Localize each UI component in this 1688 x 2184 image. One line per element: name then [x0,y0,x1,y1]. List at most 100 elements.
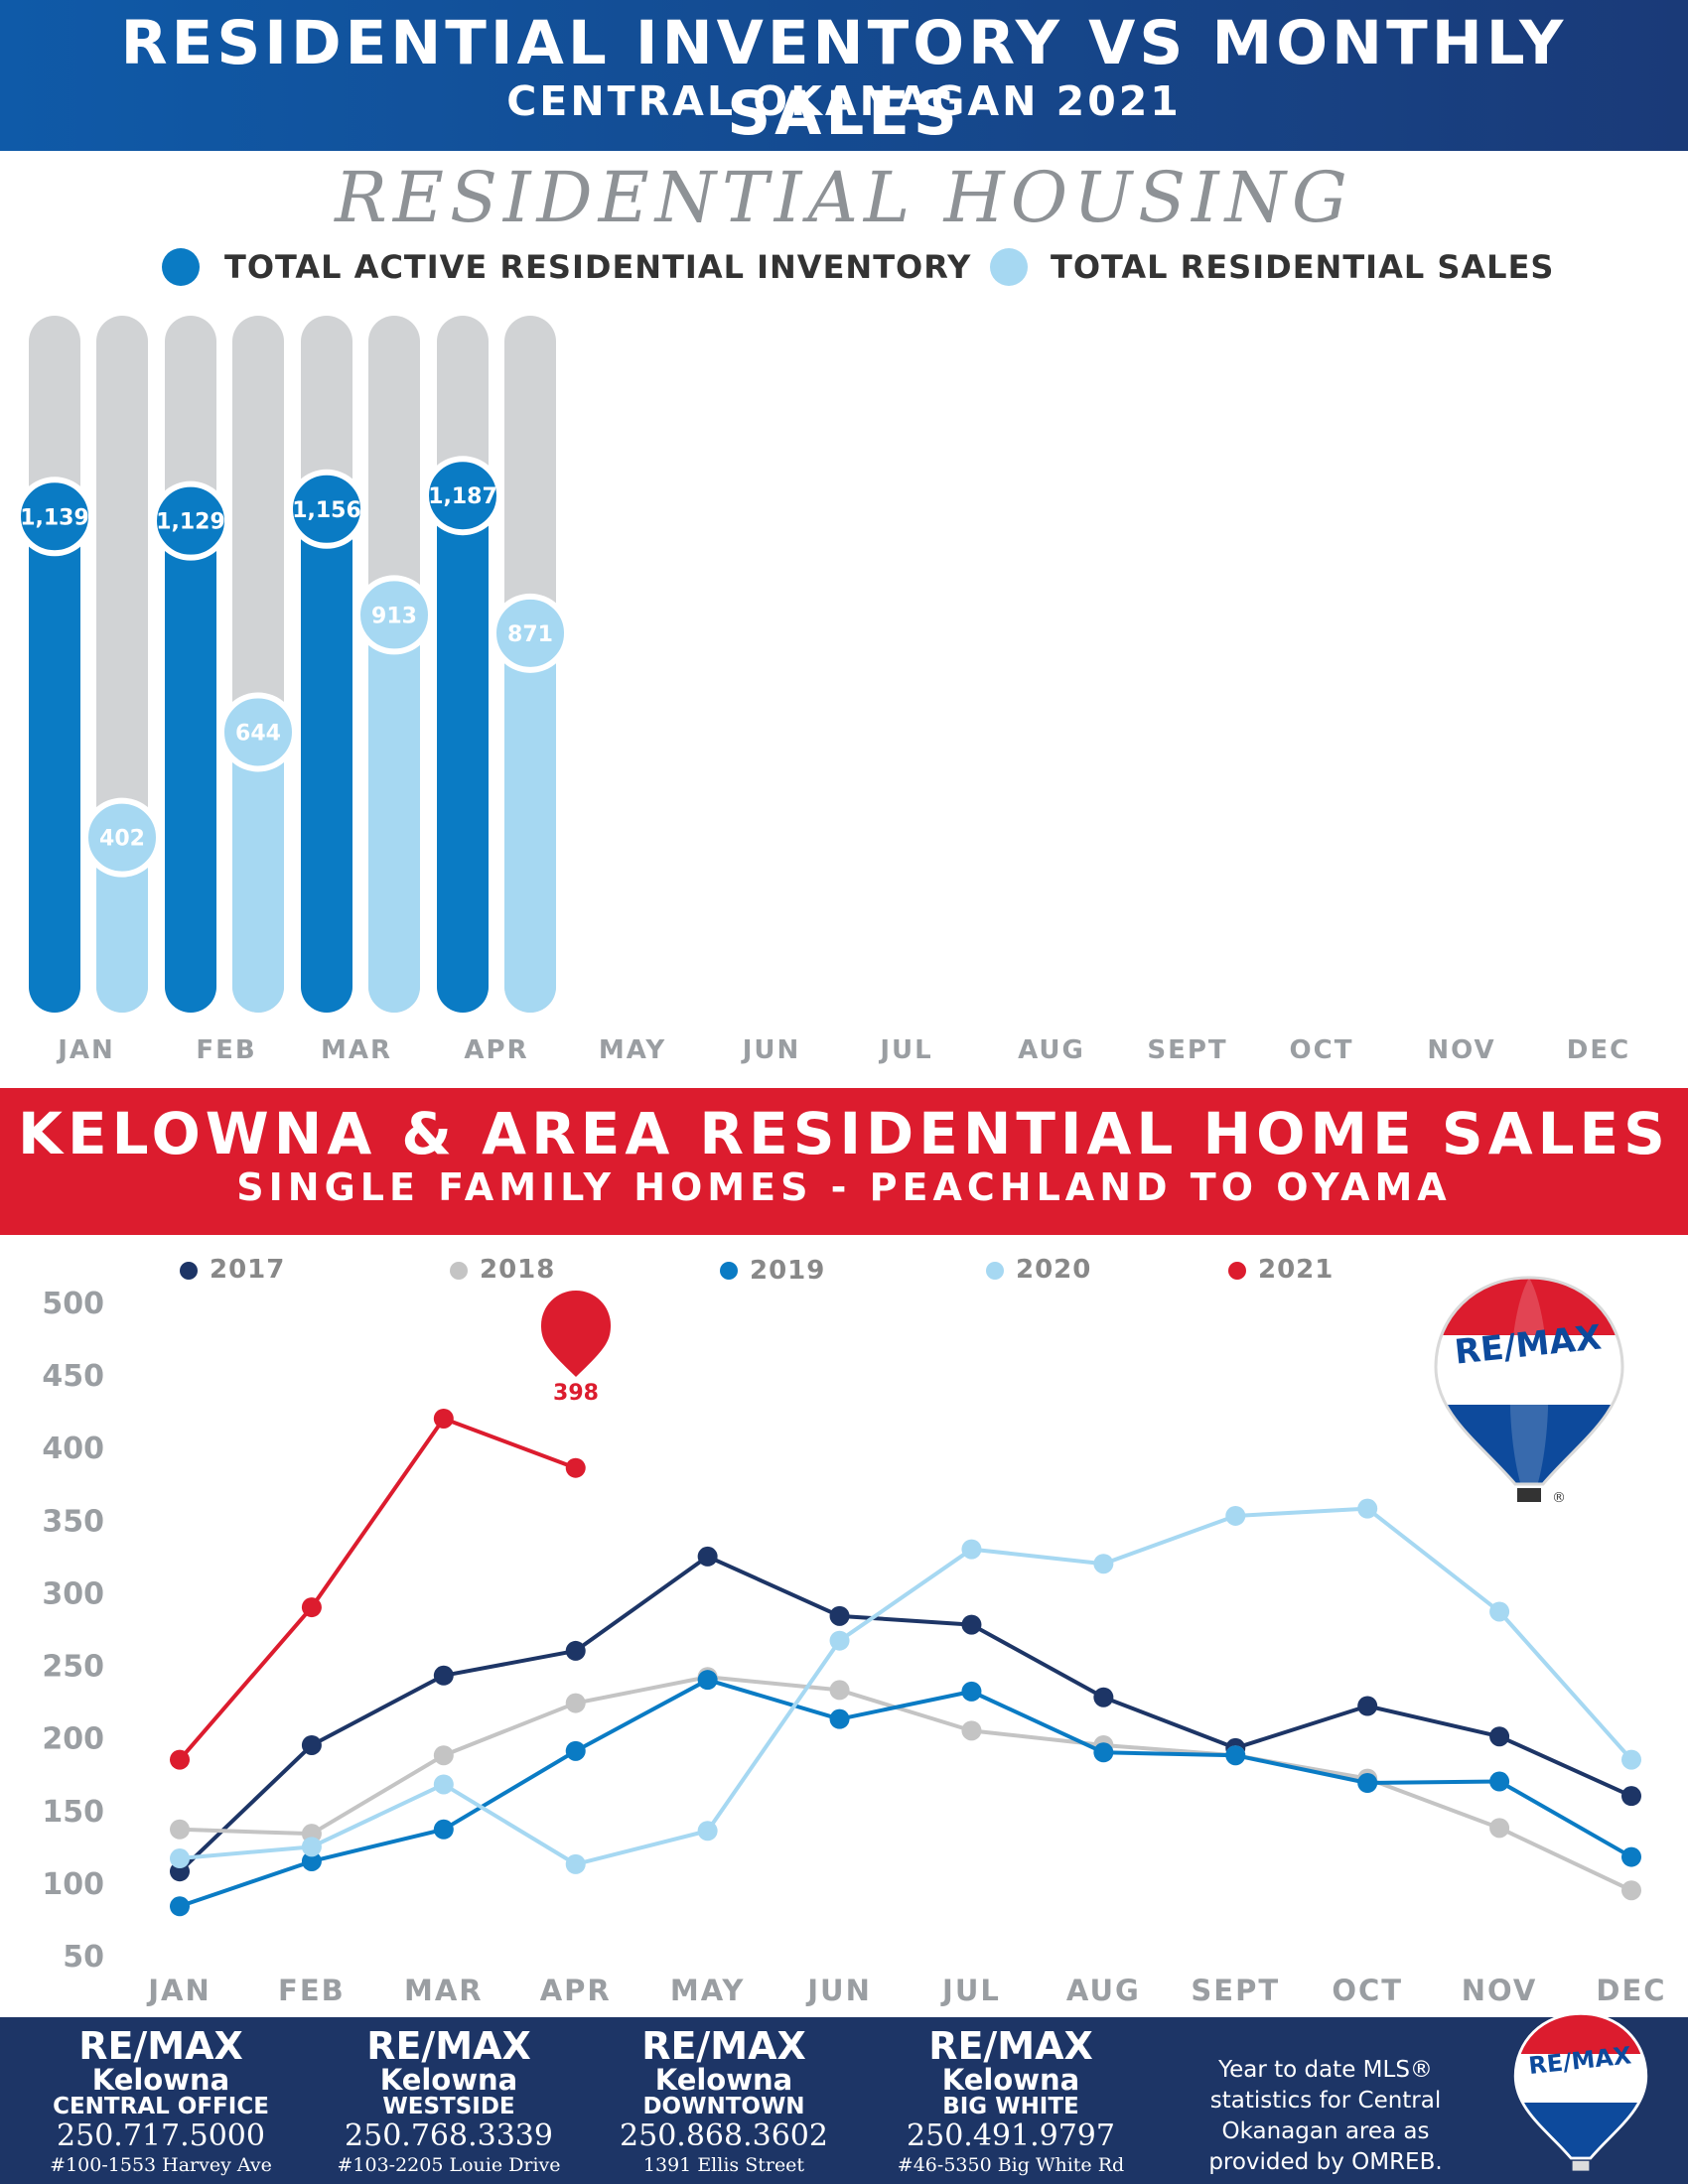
sales-value-bubble [82,797,162,878]
footer-note: Year to date MLS® statistics for Central… [1208,2057,1443,2175]
y-axis-tick-label: 150 [42,1795,104,1830]
office-city: Kelowna [941,2063,1080,2097]
office-address: 1391 Ellis Street [642,2154,805,2176]
office-city: Kelowna [379,2063,518,2097]
office-branch: WESTSIDE [382,2094,515,2119]
data-point-2020 [301,1837,322,1857]
y-axis-tick-label: 250 [42,1650,104,1685]
inventory-bar [29,516,80,1013]
page-title: RESIDENTIAL INVENTORY VS MONTHLY SALES [120,8,1568,149]
callout-pin-shape [541,1291,611,1377]
office-brand: RE/MAX [641,2024,806,2068]
home-sales-line-chart: 500 450 400 350 300 250 200 150 100 50 JAN FEB MAR A… [42,1287,1664,2007]
x-axis-month-label: JAN [56,1035,115,1065]
data-point-2019 [829,1708,850,1729]
office-branch: CENTRAL OFFICE [53,2094,269,2119]
x-axis-month-label: NOV [1462,1974,1538,2007]
inventory-value-bubble [15,477,94,557]
data-point-2017 [433,1665,454,1686]
x-axis-month-label: APR [464,1035,528,1065]
y-axis-tick-label: 400 [42,1432,104,1466]
sales-subtitle: SINGLE FAMILY HOMES - PEACHLAND TO OYAMA [236,1165,1452,1209]
office-address: #46-5350 Big White Rd [897,2154,1125,2176]
data-point-2021 [301,1597,322,1618]
legend-2020-label: 2020 [1016,1255,1092,1285]
data-point-2020 [1621,1749,1641,1770]
series-line-2018 [179,1675,1632,1893]
peak-callout [541,1291,611,1377]
data-point-2017 [1621,1786,1641,1807]
inventory-value-bubble [151,480,230,561]
office-address: #103-2205 Louie Drive [337,2154,561,2176]
remax-registered-mark: ® [1552,1490,1566,1506]
legend-2021-dot [1228,1262,1246,1280]
legend-2017-dot [180,1262,198,1280]
y-axis-tick-label: 200 [42,1722,104,1757]
office-brand: RE/MAX [366,2024,531,2068]
series-line-2019 [179,1678,1632,1909]
x-axis-month-label: MAY [670,1974,746,2007]
data-point-2018 [1489,1818,1510,1839]
legend-2017-label: 2017 [210,1255,286,1285]
data-point-2017 [829,1605,850,1626]
data-point-2020 [170,1848,190,1869]
data-point-2019 [1225,1745,1246,1766]
x-axis-month-label: JUL [940,1974,1001,2007]
series-line-2020 [179,1506,1633,1866]
office-westside: RE/MAX Kelowna WESTSIDE 250.768.3339 #10… [300,2027,598,2176]
x-axis-month-label: FEB [196,1035,256,1065]
data-point-2018 [1621,1880,1641,1901]
legend-sales-label: TOTAL RESIDENTIAL SALES [1051,248,1555,286]
inventory-value-bubble [423,456,502,536]
y-axis-tick-label: 100 [42,1867,104,1902]
y-axis-tick-label: 300 [42,1576,104,1611]
y-axis-tick-label: 350 [42,1504,104,1539]
x-axis-month-label: JUN [805,1974,872,2007]
x-axis-month-label: JAN [146,1974,211,2007]
x-axis-month-label: NOV [1427,1035,1495,1065]
office-brand: RE/MAX [78,2024,243,2068]
remax-balloon-logo: RE/MAX ® [1434,1276,1624,1506]
office-branch: DOWNTOWN [642,2094,805,2119]
data-point-2018 [961,1720,982,1741]
sales-data-label: 644 [235,721,281,746]
x-axis-month-label: APR [540,1974,612,2007]
data-point-2019 [1489,1771,1510,1792]
series-line-2017 [178,1554,1632,1873]
inventory-bar [165,520,216,1013]
data-point-2020 [433,1774,454,1795]
y-axis-tick-label: 500 [42,1287,104,1321]
data-point-2019 [301,1850,322,1871]
sales-value-bubble [218,692,298,772]
sales-data-label: 913 [371,604,417,628]
x-axis-month-label: OCT [1332,1974,1403,2007]
data-point-2020 [961,1539,982,1560]
office-phone: 250.717.5000 [57,2118,265,2153]
x-axis-month-label: JUL [878,1035,932,1065]
data-point-2019 [565,1740,586,1761]
x-axis-month-label: AUG [1018,1035,1085,1065]
x-axis-month-label: JUN [741,1035,801,1065]
data-point-2021 [565,1457,586,1478]
office-downtown: RE/MAX Kelowna DOWNTOWN 250.868.3602 139… [575,2027,873,2176]
data-point-2019 [961,1681,982,1702]
inventory-data-label: 1,129 [156,510,225,535]
inventory-data-label: 1,139 [20,505,89,530]
data-point-2018 [433,1745,454,1766]
sales-title: KELOWNA & AREA RESIDENTIAL HOME SALES [18,1100,1670,1167]
inventory-value-bubble [287,469,366,549]
x-axis-month-label: MAR [404,1974,484,2007]
legend-2019-dot [720,1262,738,1280]
data-point-2019 [1093,1742,1114,1763]
y-axis-tick-label: 50 [63,1940,104,1975]
sales-value-bubble [491,593,570,673]
office-city: Kelowna [91,2063,230,2097]
data-point-2017 [1489,1726,1510,1747]
data-point-2018 [565,1693,586,1713]
data-point-2017 [1357,1696,1378,1716]
callout-value: 398 [541,1378,611,1410]
office-big-white: RE/MAX Kelowna BIG WHITE 250.491.9797 #4… [862,2027,1160,2176]
x-axis-month-label: AUG [1066,1974,1141,2007]
inventory-sales-bar-chart: 1,139 402 1,129 644 1,156 913 1,187 871 JAN FEB M… [15,316,1628,1065]
office-brand: RE/MAX [928,2024,1093,2068]
